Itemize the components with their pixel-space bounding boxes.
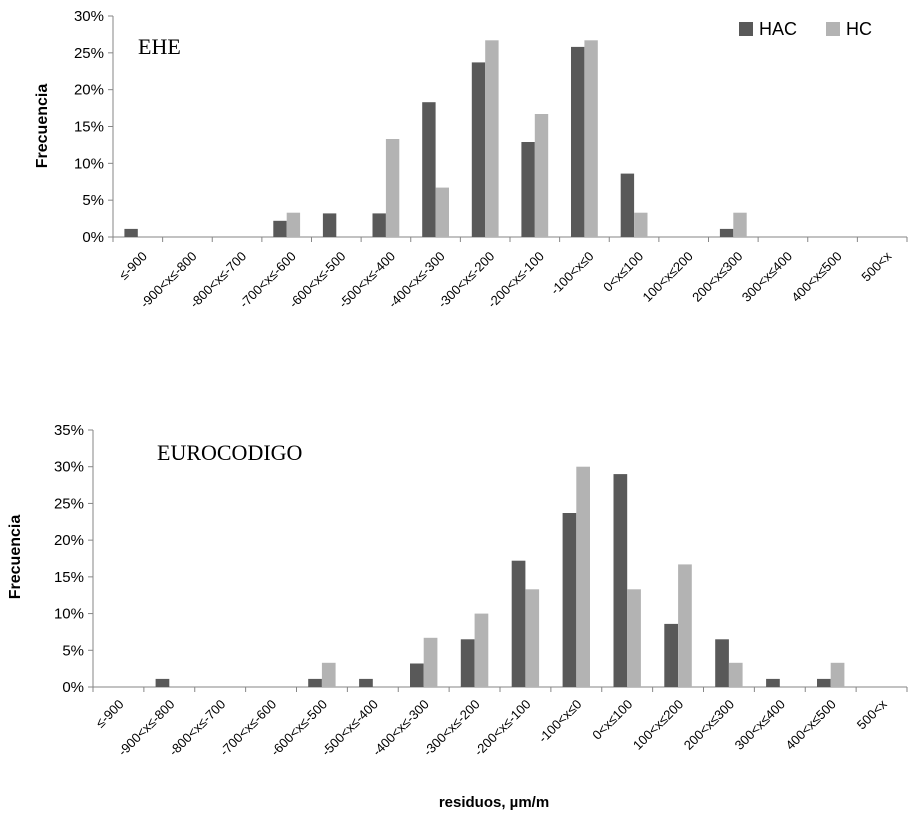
y-tick-label: 15% (74, 119, 104, 136)
legend-label-hc: HC (846, 19, 872, 39)
x-tick-label: 0<x≤100 (589, 697, 635, 743)
bar-hac (410, 663, 424, 687)
y-tick-label: 30% (54, 459, 84, 476)
x-tick-label: 500<x (854, 696, 890, 732)
x-tick-label: 400<x≤500 (788, 249, 844, 305)
bar-hc (728, 662, 743, 687)
x-tick-label: ≤-900 (93, 697, 127, 731)
x-tick-label: 300<x≤400 (739, 249, 795, 305)
bar-hc (627, 589, 641, 687)
y-axis-label: Frecuencia (34, 84, 51, 169)
chart-title: EUROCODIGO (157, 440, 302, 465)
bar-hc (485, 40, 499, 237)
bar-hac (322, 213, 337, 237)
x-tick-label: ≤-900 (116, 249, 150, 283)
bar-hc (634, 212, 648, 237)
bar-hc (584, 40, 598, 237)
x-tick-label: -100<x≤0 (535, 697, 584, 746)
x-tick-label: 500<x (858, 248, 894, 284)
y-tick-label: 5% (62, 642, 84, 659)
bar-hc (678, 564, 692, 687)
bar-hac (817, 678, 831, 687)
bar-hac (372, 213, 386, 237)
y-tick-label: 35% (54, 422, 84, 439)
bar-hac (273, 220, 287, 237)
bar-hac (571, 46, 585, 238)
bar-hac (664, 623, 678, 687)
bar-hac (422, 102, 436, 237)
bar-hac (521, 142, 535, 237)
bar-hc (830, 662, 845, 687)
x-axis-label: residuos, µm/m (439, 794, 549, 811)
bar-hc (385, 139, 400, 237)
legend-item-hc: HC (826, 19, 872, 39)
bar-hac (460, 639, 475, 687)
bar-hac (124, 228, 138, 237)
bar-hc (286, 212, 301, 237)
legend: HAC HC (739, 19, 872, 39)
y-tick-label: 10% (54, 606, 84, 623)
bar-hc (423, 637, 438, 687)
bar-hc (733, 212, 747, 237)
y-tick-label: 20% (74, 82, 104, 99)
y-tick-label: 20% (54, 532, 84, 549)
bar-hc (435, 187, 449, 237)
bar-hac (719, 228, 734, 237)
bar-hac (471, 62, 486, 238)
y-tick-label: 0% (62, 679, 84, 696)
bar-hac (715, 639, 729, 687)
x-tick-label: 400<x≤500 (783, 697, 839, 753)
y-tick-label: 25% (74, 45, 104, 62)
y-tick-label: 30% (74, 8, 104, 25)
bar-hc (525, 589, 540, 687)
chart-ehe: EHE Frecuencia HAC HC 0% 5% 10% 15% 20% 25% 30… (34, 8, 908, 311)
legend-item-hac: HAC (739, 19, 797, 39)
y-tick-label: 10% (74, 155, 104, 172)
y-tick-label: 5% (82, 192, 104, 209)
y-tick-label: 25% (54, 495, 84, 512)
bar-hc (576, 466, 590, 687)
bar-hac (308, 678, 322, 687)
bar-hac (766, 678, 780, 687)
x-tick-label: 300<x≤400 (732, 697, 788, 753)
bar-hac (155, 678, 170, 687)
x-tick-label: 100<x≤200 (630, 697, 686, 753)
x-tick-label: 200<x≤300 (681, 697, 737, 753)
x-tick-label: -100<x≤0 (547, 249, 596, 298)
bar-hc (474, 613, 489, 687)
bar-hac (613, 474, 628, 687)
y-tick-label: 0% (82, 229, 104, 246)
legend-swatch-hc (826, 22, 840, 36)
chart-eurocodigo: EUROCODIGO Frecuencia residuos, µm/m 0% 5… (7, 422, 908, 811)
bar-hc (534, 114, 549, 237)
bar-hc (321, 662, 336, 687)
x-tick-label: 100<x≤200 (640, 249, 696, 305)
bar-hac (620, 173, 635, 237)
x-tick-label: 200<x≤300 (689, 249, 745, 305)
bar-hac (562, 513, 577, 687)
legend-swatch-hac (739, 22, 753, 36)
x-tick-label: 0<x≤100 (600, 249, 646, 295)
bar-hac (359, 678, 373, 687)
y-axis-label: Frecuencia (7, 515, 24, 600)
legend-label-hac: HAC (759, 19, 797, 39)
bar-hac (511, 560, 526, 687)
y-tick-label: 15% (54, 569, 84, 586)
chart-title: EHE (138, 34, 181, 59)
